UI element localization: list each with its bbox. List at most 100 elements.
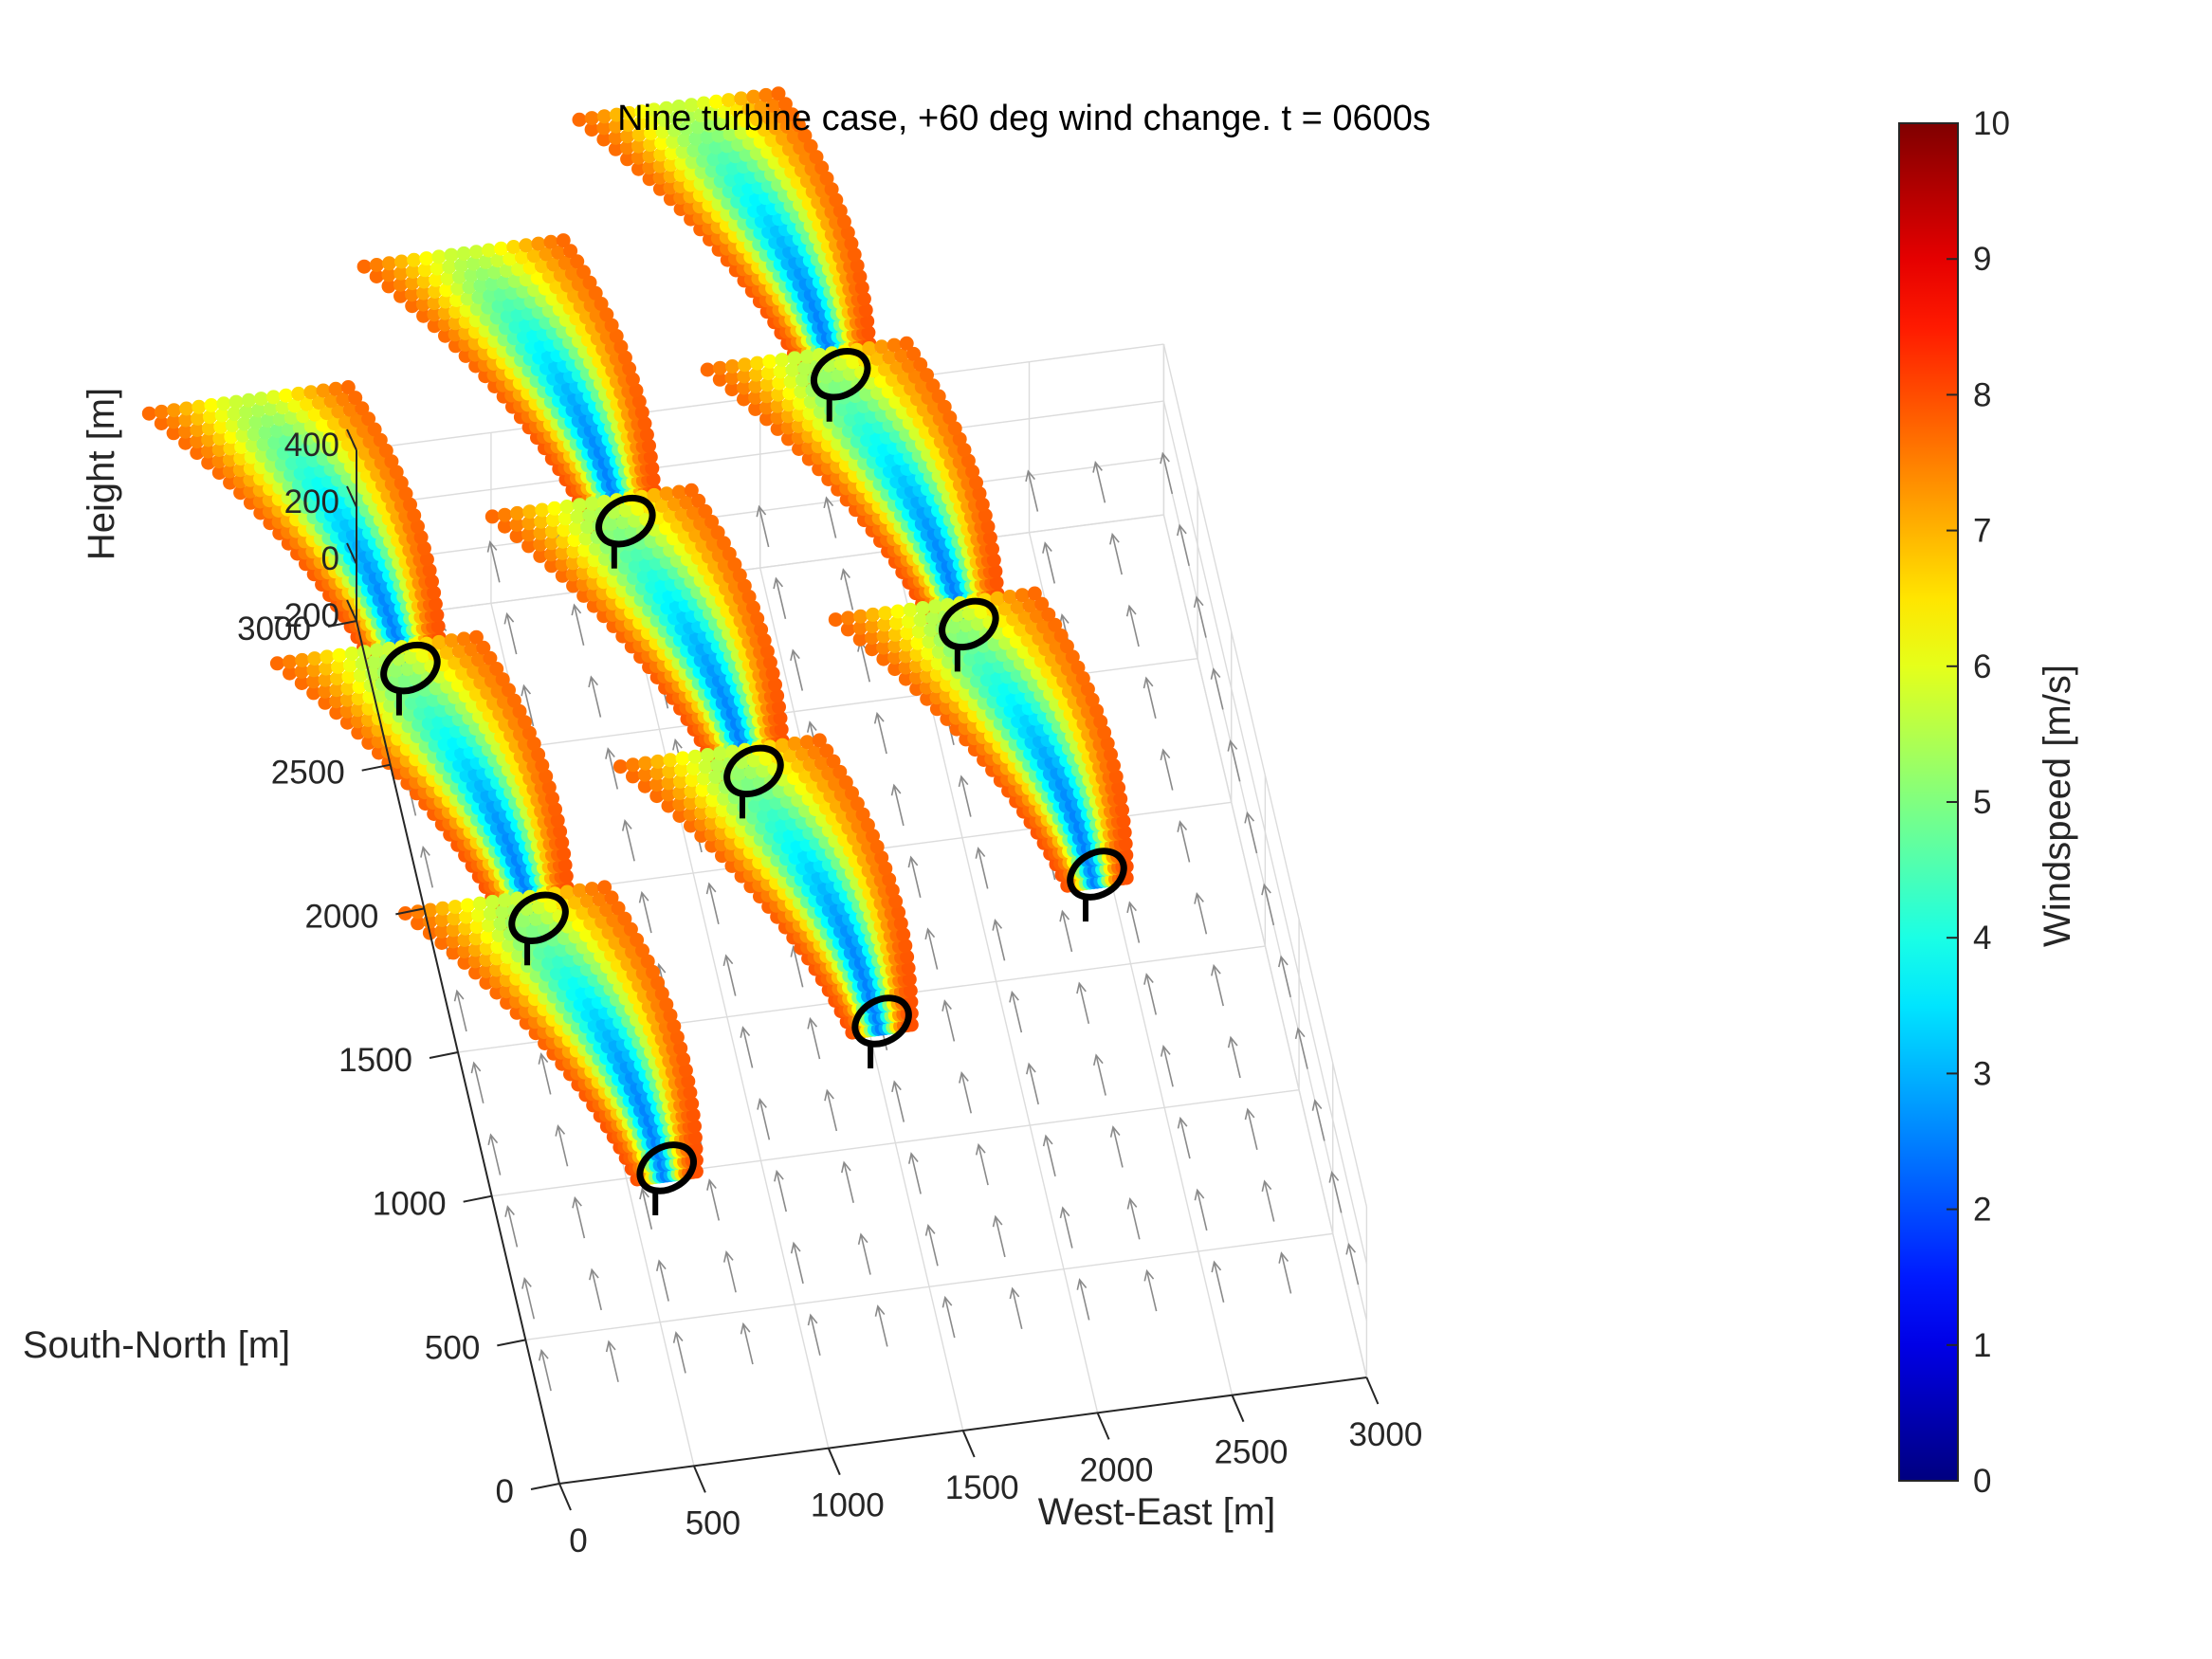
- wake-sample-point: [757, 156, 772, 172]
- wake-sample-point: [166, 414, 181, 429]
- grid-line-z-sidewall: [1162, 400, 1368, 1265]
- wake-sample-point: [503, 251, 518, 266]
- x-axis-label: West-East [m]: [1038, 1491, 1275, 1533]
- wake-sample-point: [952, 431, 967, 447]
- wind-vector-arrow: [486, 540, 501, 583]
- wake-sample-point: [448, 655, 463, 670]
- wake-sample-point: [774, 721, 789, 737]
- wake-sample-point: [773, 109, 788, 123]
- wake-sample-point: [1044, 652, 1059, 667]
- wake-sample-point: [428, 596, 443, 611]
- wake-sample-point: [599, 307, 614, 322]
- wake-sample-point: [641, 545, 656, 560]
- wake-sample-point: [688, 528, 704, 543]
- wake-sample-point: [521, 538, 537, 554]
- wake-sample-point: [1111, 780, 1126, 795]
- colorbar-tick-label: 1: [1973, 1327, 1991, 1364]
- wake-sample-point: [381, 279, 396, 294]
- wake-sample-point: [462, 676, 477, 691]
- wake-sample-point: [746, 600, 760, 615]
- wake-sample-point: [535, 757, 550, 773]
- wind-vector-arrow: [1076, 1278, 1090, 1321]
- wake-sample-point: [331, 659, 346, 674]
- wake-sample-point: [843, 411, 858, 427]
- wake-sample-point: [559, 500, 575, 514]
- wake-sample-point: [292, 420, 307, 435]
- wake-sample-point: [700, 130, 715, 145]
- wake-sample-point: [547, 501, 562, 516]
- wake-sample-point: [496, 695, 511, 709]
- wake-sample-point: [781, 397, 796, 412]
- y-tick-label: 1000: [373, 1186, 447, 1223]
- wake-sample-point: [339, 692, 355, 707]
- wake-sample-point: [852, 269, 868, 284]
- wake-sample-point: [1049, 640, 1064, 655]
- wake-sample-point: [471, 652, 485, 667]
- wake-sample-point: [367, 422, 382, 437]
- wake-sample-point: [534, 514, 549, 529]
- wake-sample-point: [425, 574, 439, 589]
- wake-sample-point: [558, 858, 573, 872]
- wake-sample-point: [544, 558, 559, 574]
- wake-sample-point: [746, 89, 761, 104]
- wake-sample-point: [406, 264, 420, 279]
- wake-sample-point: [368, 445, 383, 460]
- wake-sample-point: [487, 264, 503, 280]
- wake-sample-point: [644, 534, 659, 549]
- wake-sample-point: [638, 756, 653, 771]
- wake-sample-point: [700, 748, 715, 762]
- wake-sample-point: [413, 530, 429, 545]
- wake-sample-point: [448, 304, 464, 319]
- wake-sample-point: [622, 105, 636, 120]
- wind-vector-arrow: [756, 504, 770, 548]
- wake-sample-point: [222, 464, 237, 479]
- wake-sample-point: [267, 435, 283, 450]
- wake-sample-point: [667, 122, 682, 137]
- wake-windspeed-scatter: [141, 86, 1134, 1187]
- wake-sample-point: [950, 665, 965, 680]
- wake-sample-point: [659, 486, 674, 501]
- wind-vector-arrow: [924, 927, 939, 970]
- wake-sample-point: [793, 395, 807, 410]
- wake-sample-point: [381, 256, 396, 271]
- wake-sample-point: [965, 465, 980, 479]
- wake-sample-point: [914, 379, 929, 394]
- wind-vector-arrow: [1109, 532, 1123, 575]
- wake-sample-point: [440, 679, 455, 694]
- wake-sample-point: [484, 673, 499, 688]
- wake-sample-point: [530, 270, 545, 285]
- wake-sample-point: [499, 264, 514, 278]
- wake-sample-point: [190, 423, 205, 437]
- wake-sample-point: [850, 258, 865, 273]
- grid-line-z-backwall: [356, 514, 1164, 622]
- wake-sample-point: [833, 356, 849, 371]
- wake-sample-point: [771, 86, 786, 101]
- wake-sample-point: [701, 549, 716, 564]
- wake-sample-point: [558, 255, 573, 270]
- wake-sample-point: [682, 518, 696, 533]
- wake-sample-point: [318, 672, 333, 687]
- x-tick-label: 1500: [945, 1469, 1019, 1506]
- wake-sample-point: [369, 269, 384, 283]
- wake-sample-point: [746, 157, 761, 173]
- wake-sample-point: [898, 648, 913, 664]
- wake-sample-point: [607, 561, 622, 576]
- colorbar-tick-label: 4: [1973, 920, 1991, 957]
- wake-sample-point: [1023, 655, 1038, 670]
- wake-sample-point: [332, 647, 347, 663]
- wake-sample-point: [1016, 645, 1032, 660]
- wake-sample-point: [785, 107, 799, 122]
- wake-sample-point: [754, 622, 769, 637]
- wake-sample-point: [652, 170, 667, 185]
- wake-sample-point: [563, 244, 578, 259]
- wake-sample-point: [732, 568, 747, 583]
- wake-sample-point: [464, 267, 479, 283]
- wake-sample-point: [978, 508, 993, 523]
- wake-sample-point: [154, 404, 169, 419]
- wake-sample-point: [853, 609, 868, 624]
- wake-sample-point: [287, 444, 302, 459]
- wake-sample-point: [473, 278, 488, 293]
- wake-sample-point: [762, 354, 777, 369]
- wake-sample-point: [490, 253, 505, 268]
- wake-sample-point: [588, 541, 603, 556]
